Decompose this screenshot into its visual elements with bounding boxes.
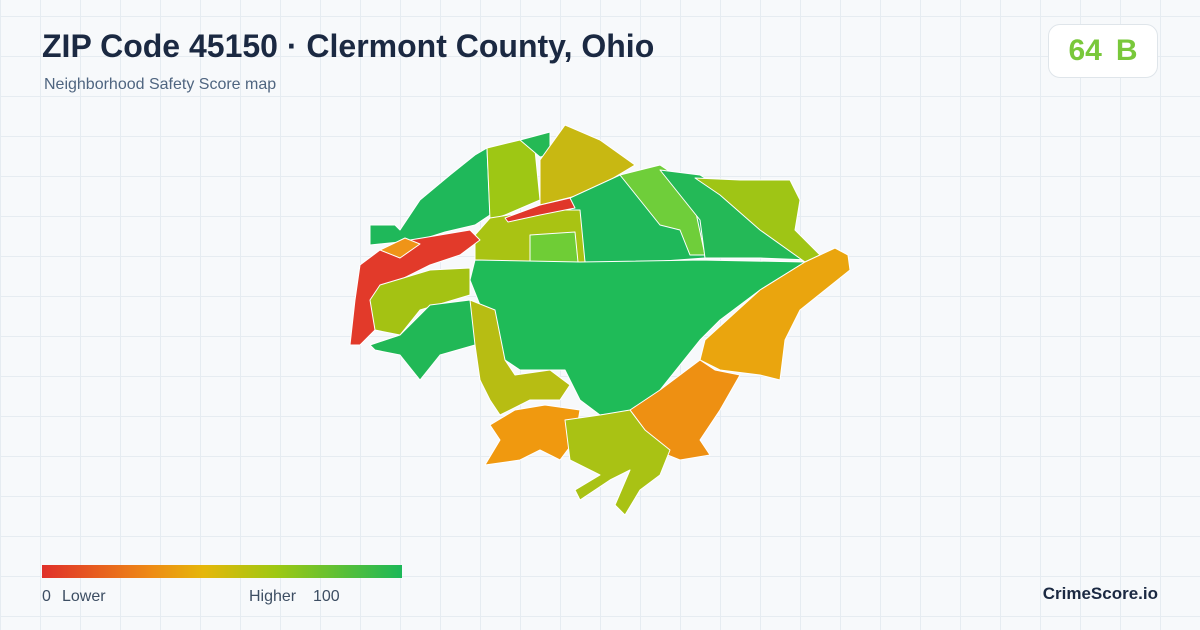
legend-min: 0 bbox=[42, 588, 51, 605]
region bbox=[564, 409, 671, 516]
brand: CrimeScore.io bbox=[1042, 584, 1158, 603]
map-regions bbox=[349, 124, 851, 516]
region bbox=[504, 197, 576, 223]
region bbox=[484, 404, 581, 466]
region bbox=[699, 247, 851, 381]
subtitle: Neighborhood Safety Score map bbox=[44, 76, 277, 93]
region bbox=[469, 299, 571, 416]
title: ZIP Code 45150 · Clermont County, Ohio bbox=[42, 28, 655, 64]
legend-max: 100 bbox=[313, 588, 340, 605]
legend-gradient bbox=[42, 565, 402, 578]
region bbox=[369, 147, 491, 246]
region bbox=[529, 231, 579, 263]
legend-low-label: Lower bbox=[62, 588, 106, 605]
score-grade: B bbox=[1115, 34, 1138, 67]
region bbox=[694, 177, 821, 263]
score-badge: 64 B bbox=[1048, 24, 1158, 78]
legend-high-label: Higher bbox=[249, 588, 297, 605]
region bbox=[379, 237, 421, 259]
region bbox=[369, 267, 471, 336]
score-value: 64 bbox=[1068, 34, 1102, 67]
